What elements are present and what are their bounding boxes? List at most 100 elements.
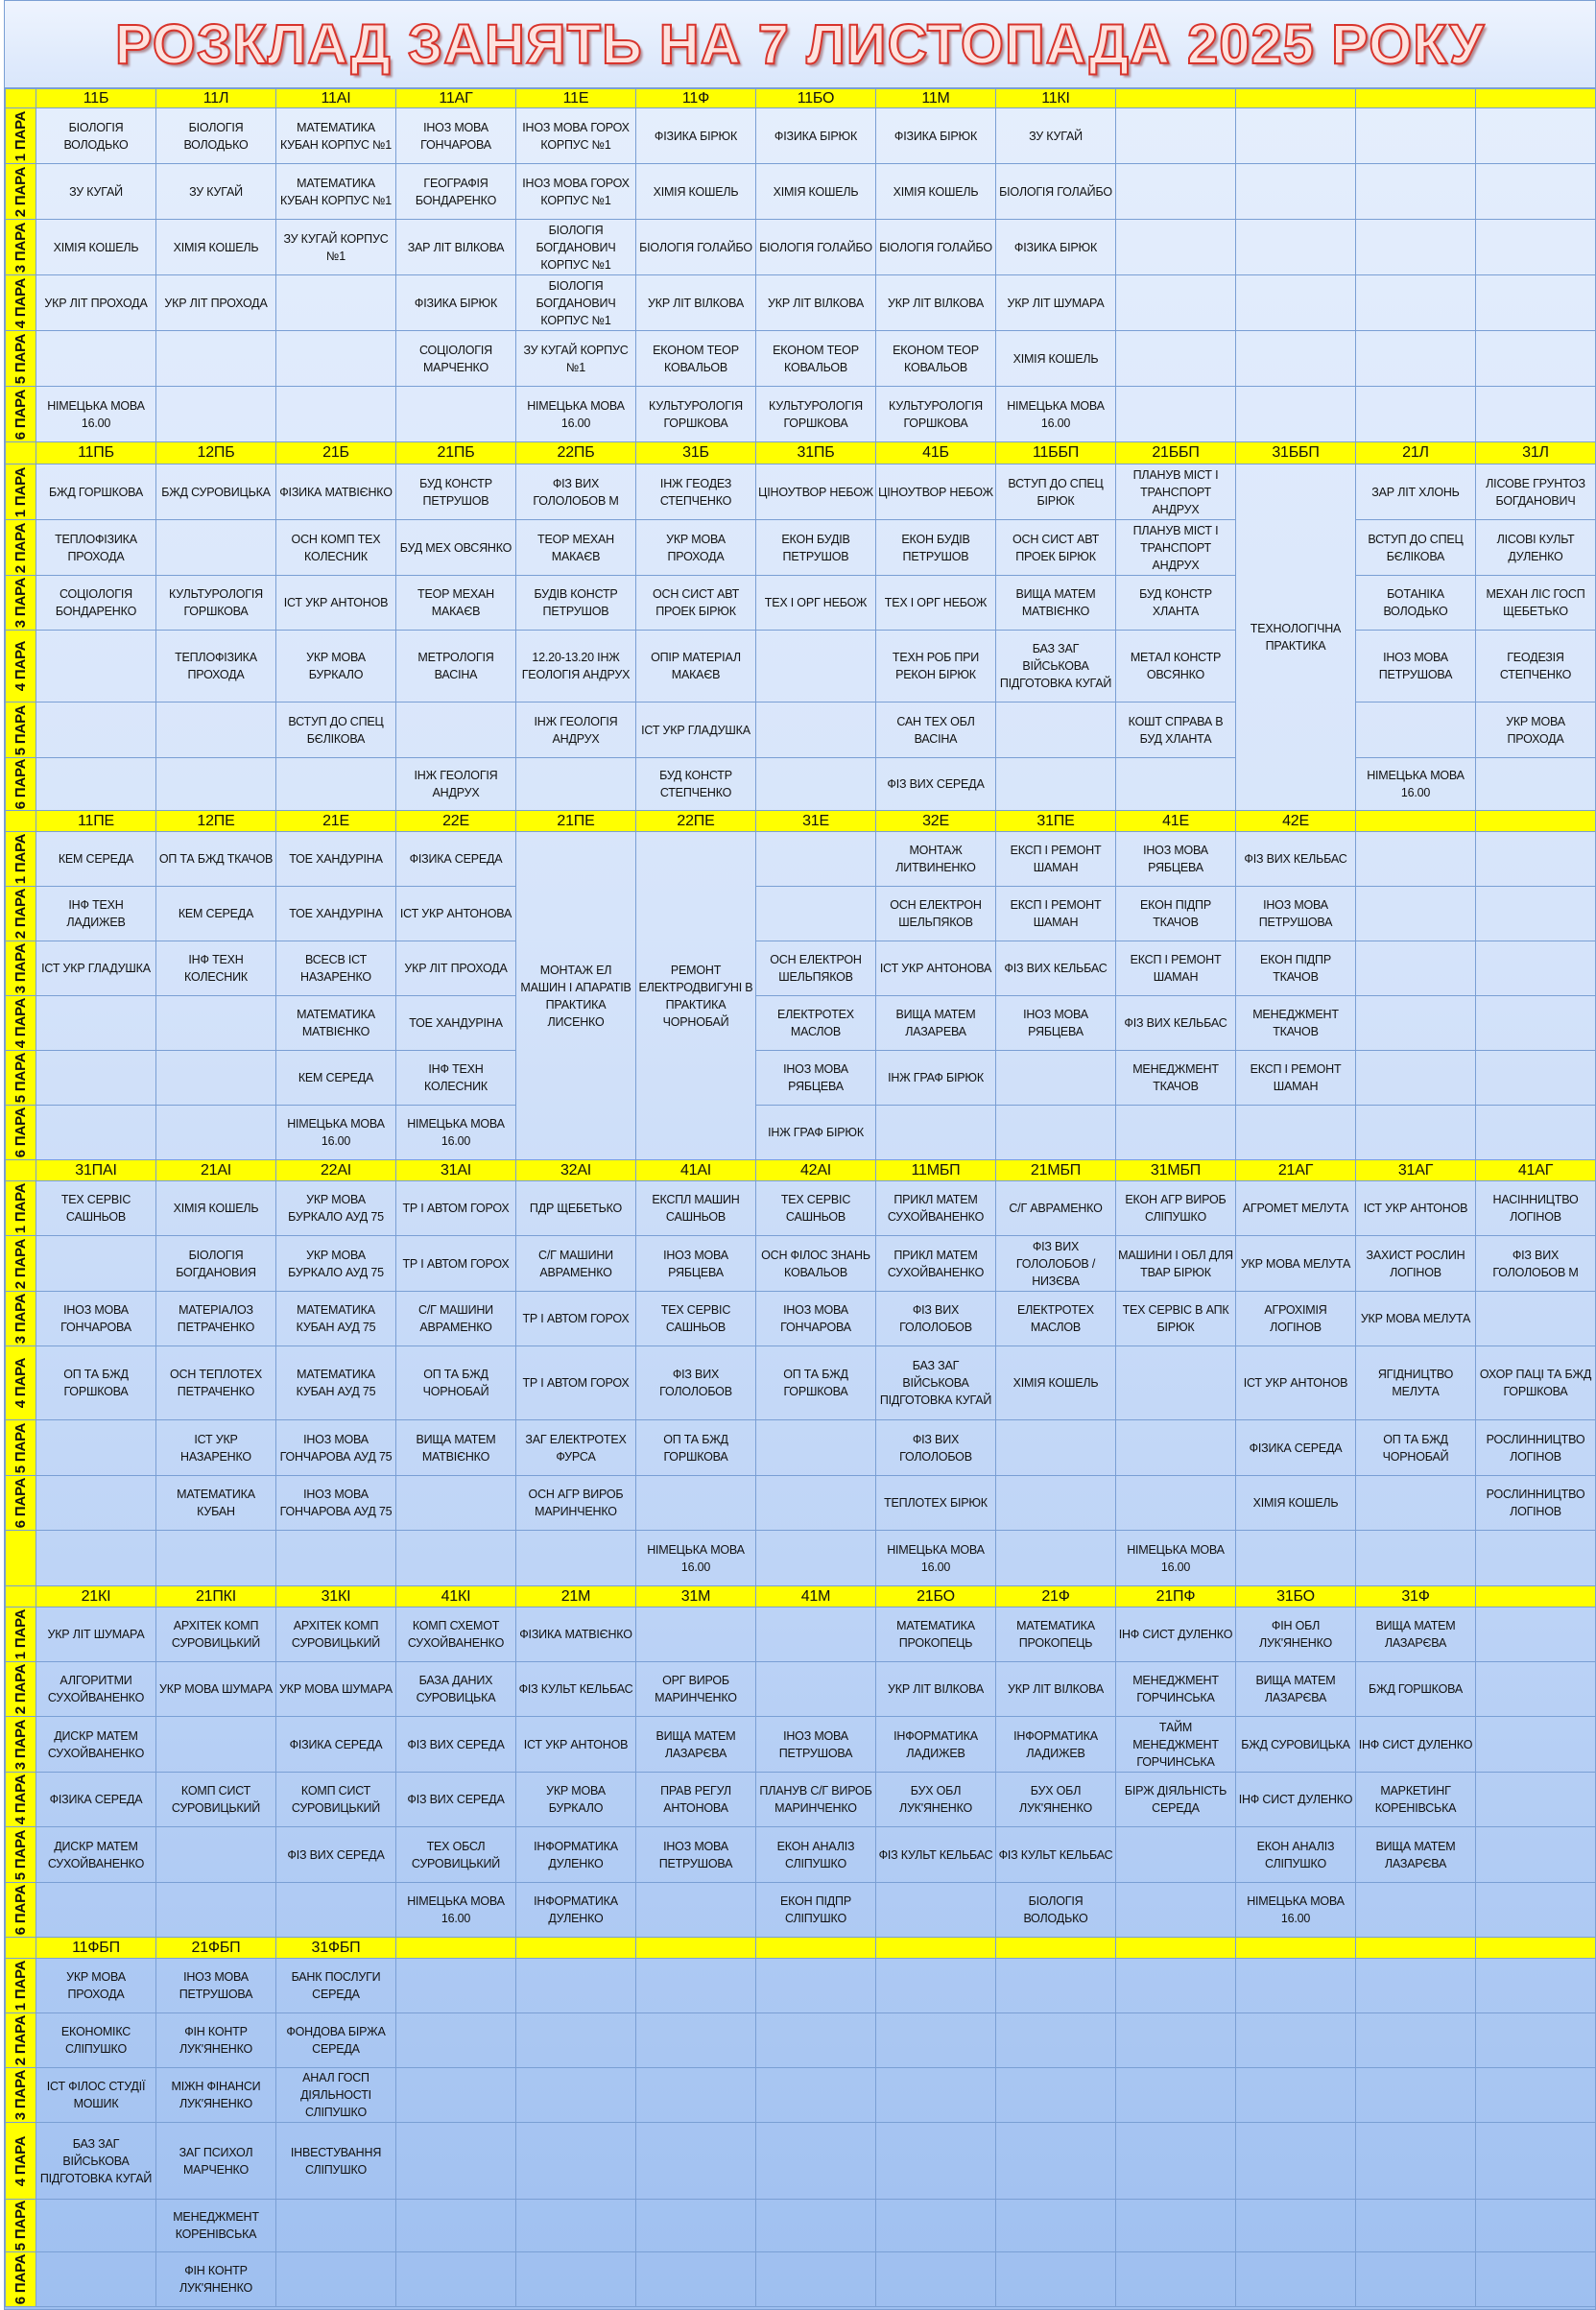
lesson-number-text: 2 ПАРА — [12, 2014, 29, 2066]
empty-cell — [1115, 757, 1236, 811]
empty-cell — [1235, 2251, 1356, 2307]
lesson-cell: НІМЕЦЬКА МОВА 16.00 — [515, 386, 636, 442]
empty-cell — [755, 831, 876, 887]
group-header: 41АГ — [1475, 1159, 1596, 1181]
lesson-row: 6 ПАРА НІМЕЦЬКА МОВА 16.00 ІНФОРМАТИКА ДУЛ… — [5, 1882, 1596, 1938]
group-header: 32Е — [875, 810, 996, 832]
empty-cell — [275, 330, 396, 387]
group-header: 31АІ — [395, 1159, 516, 1181]
group-header — [515, 1937, 636, 1959]
empty-cell — [1355, 1882, 1476, 1938]
lesson-row: 4 ПАРА ФІЗИКА СЕРЕДА КОМП СИСТ СУРОВИЦЬКИЙ… — [5, 1772, 1596, 1827]
lesson-cell: ДИСКР МАТЕМ СУХОЙВАНЕНКО — [36, 1826, 156, 1883]
empty-cell — [1235, 386, 1356, 442]
lesson-number-text: 4 ПАРА — [12, 1774, 29, 1825]
lesson-cell: КОМП СИСТ СУРОВИЦЬКИЙ — [155, 1772, 276, 1827]
lesson-cell: ХІМІЯ КОШЕЛЬ — [155, 219, 276, 275]
group-header: 11ПЕ — [36, 810, 156, 832]
lesson-cell: ЕКОНОМ ТЕОР КОВАЛЬОВ — [875, 330, 996, 387]
lesson-cell: НІМЕЦЬКА МОВА 16.00 — [875, 1530, 996, 1586]
empty-cell — [995, 1530, 1116, 1586]
empty-cell — [1475, 1826, 1596, 1883]
lesson-row: 5 ПАРА ДИСКР МАТЕМ СУХОЙВАНЕНКО ФІЗ ВИХ СЕ… — [5, 1826, 1596, 1883]
empty-cell — [1355, 995, 1476, 1051]
lesson-number-text: 6 ПАРА — [12, 1884, 29, 1936]
lesson-cell: ЕКОН АНАЛІЗ СЛІПУШКО — [755, 1826, 876, 1883]
empty-cell — [1235, 1958, 1356, 2013]
group-header: 22ПБ — [515, 441, 636, 464]
lesson-cell: ОП ТА БЖД ЧОРНОБАЙ — [1355, 1419, 1476, 1476]
lesson-row: 2 ПАРА ТЕПЛОФІЗИКА ПРОХОДА ОСН КОМП ТЕХ КО… — [5, 519, 1596, 576]
empty-cell — [1115, 1958, 1236, 2013]
group-header-row: 21КІ 21ПКІ 31КІ 41КІ 21М 31М 41М 21БО 21Ф 21ПФ 31Б… — [5, 1585, 1596, 1607]
lesson-cell: ЯГІДНИЦТВО МЕЛУТА — [1355, 1346, 1476, 1420]
lesson-number-label: 1 ПАРА — [5, 107, 36, 164]
lesson-cell: ТЕХ СЕРВІС В АПК БІРЮК — [1115, 1291, 1236, 1346]
lesson-cell: АЛГОРИТМИ СУХОЙВАНЕНКО — [36, 1661, 156, 1717]
lesson-row: 3 ПАРА ХІМІЯ КОШЕЛЬ ХІМІЯ КОШЕЛЬ ЗУ КУГАЙ К… — [5, 219, 1596, 275]
empty-cell — [755, 1958, 876, 2013]
lesson-cell: ТЕОР МЕХАН МАКАЄВ — [515, 519, 636, 576]
lesson-cell: КОМП СХЕМОТ СУХОЙВАНЕНКО — [395, 1607, 516, 1662]
empty-cell — [36, 1419, 156, 1476]
empty-cell — [155, 757, 276, 811]
lesson-cell: УКР ЛІТ ВІЛКОВА — [875, 1661, 996, 1717]
group-header — [1475, 1937, 1596, 1959]
lesson-cell: ЗАГ ЕЛЕКТРОТЕХ ФУРСА — [515, 1419, 636, 1476]
empty-cell — [1355, 702, 1476, 758]
lesson-cell: БІРЖ ДІЯЛЬНІСТЬ СЕРЕДА — [1115, 1772, 1236, 1827]
lesson-cell: МЕТРОЛОГІЯ ВАСІНА — [395, 630, 516, 703]
lesson-number-label: 5 ПАРА — [5, 1826, 36, 1883]
empty-cell — [275, 274, 396, 331]
group-header: 31ФБП — [275, 1937, 396, 1959]
empty-cell — [1235, 1530, 1356, 1586]
lesson-cell: УКР МОВА МЕЛУТА — [1235, 1235, 1356, 1292]
lesson-cell: ЕКОН ПІДПР ТКАЧОВ — [1235, 941, 1356, 996]
lesson-cell: ІНЖ ГЕОДЕЗ СТЕПЧЕНКО — [635, 464, 756, 520]
lesson-cell: ОСН СИСТ АВТ ПРОЕК БІРЮК — [635, 575, 756, 631]
group-header: 11АІ — [275, 88, 396, 108]
lesson-cell: ІНЖ ГЕОЛОГІЯ АНДРУХ — [395, 757, 516, 811]
lesson-number-label: 2 ПАРА — [5, 1661, 36, 1717]
lesson-cell: КУЛЬТУРОЛОГІЯ ГОРШКОВА — [755, 386, 876, 442]
lesson-number-label: 5 ПАРА — [5, 702, 36, 758]
lesson-number-label: 5 ПАРА — [5, 1050, 36, 1106]
group-header: 22Е — [395, 810, 516, 832]
lesson-cell: ЕКСП І РЕМОНТ ШАМАН — [1115, 941, 1236, 996]
lesson-cell: БУДІВ КОНСТР ПЕТРУШОВ — [515, 575, 636, 631]
empty-cell — [995, 1958, 1116, 2013]
lesson-cell: УКР МОВА ПРОХОДА — [635, 519, 756, 576]
lesson-cell: ОП ТА БЖД ГОРШКОВА — [635, 1419, 756, 1476]
lesson-cell: ФІЗ ВИХ СЕРЕДА — [395, 1716, 516, 1773]
empty-cell — [1355, 163, 1476, 220]
group-header: 32АІ — [515, 1159, 636, 1181]
empty-cell — [875, 1882, 996, 1938]
empty-cell — [755, 2122, 876, 2200]
lesson-cell: ІНОЗ МОВА РЯБЦЕВА — [635, 1235, 756, 1292]
lesson-number-text: 6 ПАРА — [12, 2253, 29, 2305]
lesson-cell: БУД МЕХ ОВСЯНКО — [395, 519, 516, 576]
lesson-cell: ЗУ КУГАЙ — [995, 107, 1116, 164]
empty-cell — [395, 2199, 516, 2252]
lesson-cell: ФІЗ ВИХ ГОЛОЛОБОВ М — [1475, 1235, 1596, 1292]
lesson-cell: ІНФОРМАТИКА ЛАДИЖЕВ — [875, 1716, 996, 1773]
empty-cell — [1355, 1475, 1476, 1531]
lesson-number-text: 1 ПАРА — [12, 833, 29, 885]
group-header — [635, 1937, 756, 1959]
lesson-cell: ФІЗ ВИХ ГОЛОЛОБОВ /НИЗЄВА — [995, 1235, 1116, 1292]
lesson-cell: С/Г МАШИНИ АВРАМЕНКО — [395, 1291, 516, 1346]
empty-cell — [755, 702, 876, 758]
group-header: 21ПКІ — [155, 1585, 276, 1607]
empty-cell — [1355, 941, 1476, 996]
empty-cell — [1115, 107, 1236, 164]
lesson-cell: КЕМ СЕРЕДА — [155, 886, 276, 941]
lesson-number-text: 1 ПАРА — [12, 1960, 29, 2012]
lesson-number-label: 6 ПАРА — [5, 1105, 36, 1160]
lesson-cell: ФІЗ ВИХ ГОЛОЛОБОВ — [875, 1419, 996, 1476]
empty-cell — [1475, 757, 1596, 811]
lesson-cell: КОШТ СПРАВА В БУД ХЛАНТА — [1115, 702, 1236, 758]
lesson-row: 1 ПАРА БЖД ГОРШКОВА БЖД СУРОВИЦЬКА ФІЗИКА М… — [5, 464, 1596, 811]
group-header: 21ПЕ — [515, 810, 636, 832]
corner-cell — [5, 1937, 36, 1959]
lesson-cell: ФІЗ ВИХ ГОЛОЛОБОВ — [635, 1346, 756, 1420]
